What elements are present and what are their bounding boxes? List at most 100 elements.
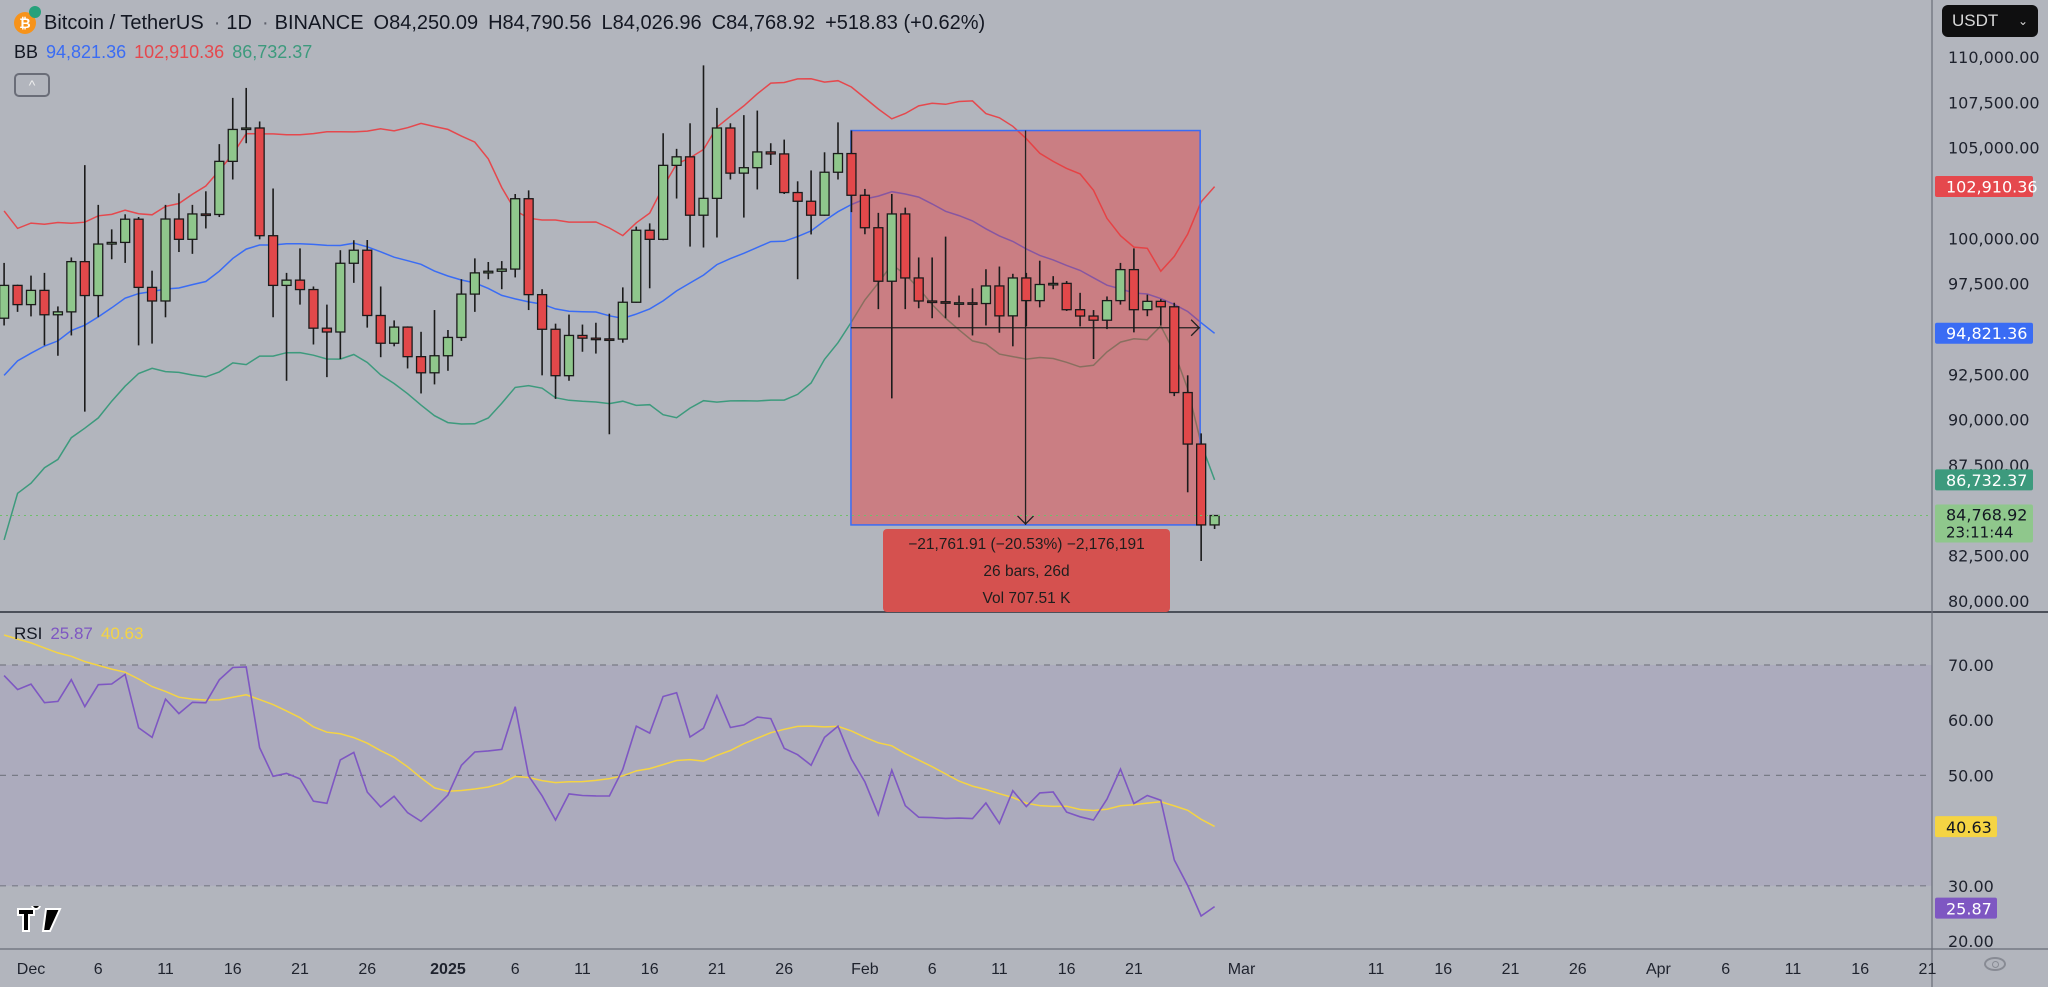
candle[interactable] <box>711 107 723 238</box>
candle[interactable] <box>1088 310 1099 360</box>
candle[interactable] <box>133 217 144 346</box>
candle[interactable] <box>1128 248 1140 333</box>
candle[interactable] <box>93 204 104 318</box>
candle[interactable] <box>967 288 978 336</box>
candle[interactable] <box>106 229 117 260</box>
candle[interactable] <box>120 214 131 263</box>
candle[interactable] <box>779 139 790 194</box>
candle[interactable] <box>684 123 696 247</box>
candle[interactable] <box>913 257 924 309</box>
candle[interactable] <box>442 330 454 371</box>
candle[interactable] <box>523 190 534 311</box>
candle[interactable] <box>1142 294 1153 317</box>
settings-icon[interactable] <box>1984 957 2006 971</box>
candle[interactable] <box>536 289 548 376</box>
candle[interactable] <box>510 194 521 278</box>
candle[interactable] <box>348 240 359 283</box>
candle[interactable] <box>927 257 938 319</box>
candle[interactable] <box>227 97 238 180</box>
candle[interactable] <box>1209 514 1220 529</box>
candle[interactable] <box>980 269 992 326</box>
bb-legend[interactable]: BB 94,821.36 102,910.36 86,732.37 <box>14 42 312 63</box>
candle[interactable] <box>1061 281 1072 311</box>
candle[interactable] <box>173 193 185 253</box>
candle[interactable] <box>819 152 830 216</box>
interval[interactable]: 1D <box>226 11 252 34</box>
candle[interactable] <box>1048 276 1059 290</box>
candle[interactable] <box>805 170 817 235</box>
collapse-legend-button[interactable]: ^ <box>14 73 50 97</box>
candle[interactable] <box>241 87 252 144</box>
candle[interactable] <box>994 266 1005 333</box>
candle[interactable] <box>900 207 911 310</box>
candle[interactable] <box>953 295 965 318</box>
candle[interactable] <box>832 122 844 180</box>
candle[interactable] <box>0 262 10 326</box>
candle[interactable] <box>617 287 628 343</box>
candle[interactable] <box>671 148 682 199</box>
candle[interactable] <box>267 188 279 318</box>
candle[interactable] <box>362 240 373 328</box>
candle[interactable] <box>846 130 857 213</box>
candle[interactable] <box>1182 375 1193 493</box>
candle[interactable] <box>200 191 212 229</box>
candle[interactable] <box>1074 292 1086 327</box>
candle[interactable] <box>658 133 669 241</box>
candle[interactable] <box>752 110 763 190</box>
candle[interactable] <box>375 286 386 358</box>
candle[interactable] <box>25 275 37 317</box>
candle[interactable] <box>388 320 400 347</box>
candle[interactable] <box>415 331 427 394</box>
candle[interactable] <box>859 188 871 235</box>
candle[interactable] <box>1101 296 1113 330</box>
price-pane[interactable] <box>0 65 1932 562</box>
candle[interactable] <box>160 204 171 318</box>
candle[interactable] <box>39 272 50 346</box>
candle[interactable] <box>52 306 64 356</box>
candle[interactable] <box>1021 272 1032 327</box>
candle[interactable] <box>563 314 575 381</box>
candle[interactable] <box>483 262 494 280</box>
candle[interactable] <box>308 286 319 345</box>
candle[interactable] <box>590 322 602 354</box>
candle[interactable] <box>321 304 333 378</box>
candle[interactable] <box>1007 273 1018 347</box>
candle[interactable] <box>886 194 897 399</box>
candle[interactable] <box>738 115 749 218</box>
candle[interactable] <box>254 121 265 240</box>
candle[interactable] <box>214 144 225 218</box>
candle[interactable] <box>873 212 884 310</box>
candle[interactable] <box>725 123 736 180</box>
symbol-name[interactable]: Bitcoin / TetherUS <box>44 11 204 34</box>
candle[interactable] <box>281 272 292 381</box>
candle[interactable] <box>402 326 413 369</box>
candle[interactable] <box>66 257 77 336</box>
candle[interactable] <box>765 143 776 165</box>
candle[interactable] <box>1155 299 1166 326</box>
candle[interactable] <box>698 65 709 248</box>
rsi-legend[interactable]: RSI 25.87 40.63 <box>14 624 143 644</box>
candle[interactable] <box>1034 260 1045 308</box>
candle[interactable] <box>577 324 588 352</box>
candle[interactable] <box>429 310 440 385</box>
candle[interactable] <box>335 250 346 360</box>
rsi-pane[interactable] <box>0 634 1932 918</box>
candle[interactable] <box>1196 433 1207 562</box>
candle[interactable] <box>456 279 467 341</box>
candle[interactable] <box>79 165 90 412</box>
candle[interactable] <box>294 248 306 305</box>
candle[interactable] <box>496 261 507 290</box>
candle[interactable] <box>644 223 655 289</box>
candle[interactable] <box>550 323 561 399</box>
candle[interactable] <box>146 270 158 344</box>
candle[interactable] <box>469 258 481 312</box>
currency-dropdown[interactable]: USDT ⌄ <box>1942 5 2038 37</box>
candle[interactable] <box>604 313 615 435</box>
candle[interactable] <box>792 181 803 280</box>
candle[interactable] <box>631 226 642 303</box>
candle[interactable] <box>940 236 951 319</box>
candle[interactable] <box>1169 302 1180 397</box>
candle[interactable] <box>12 284 23 312</box>
candle[interactable] <box>1115 262 1126 305</box>
